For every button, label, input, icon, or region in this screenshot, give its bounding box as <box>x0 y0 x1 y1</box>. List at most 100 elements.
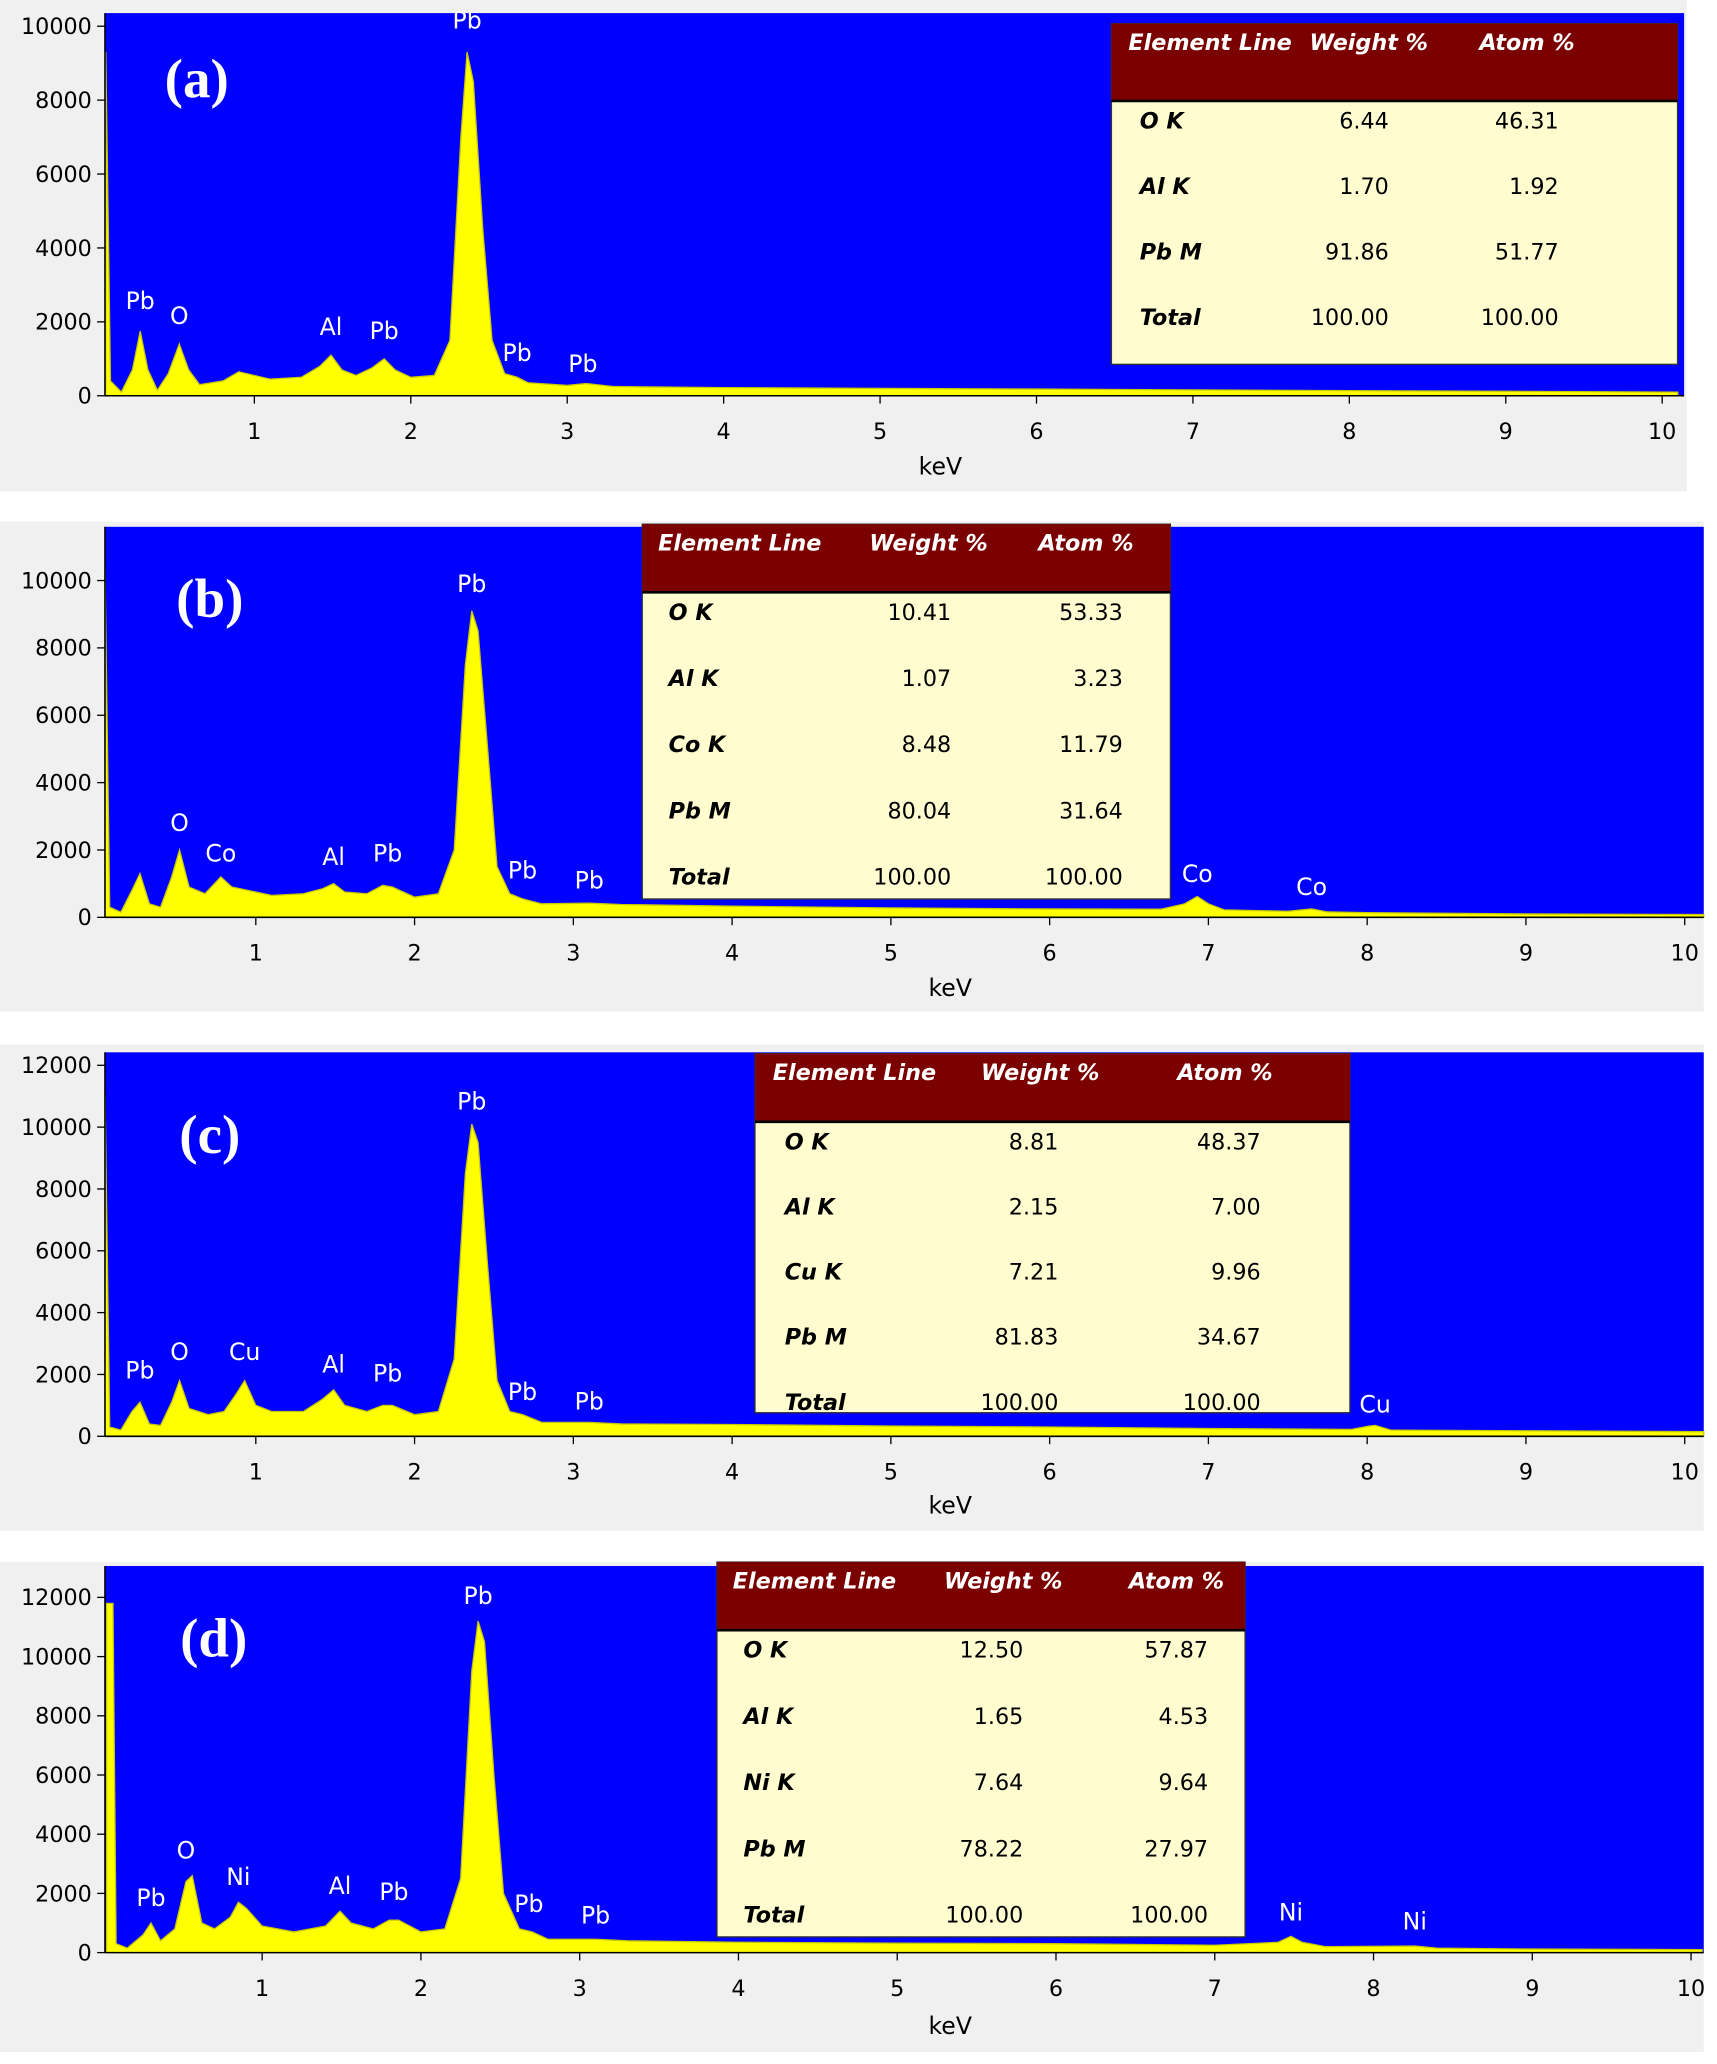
peak-label: Al <box>322 1350 345 1378</box>
y-tick-label: 0 <box>78 1940 92 1966</box>
table-cell: 1.07 <box>902 666 952 692</box>
x-tick-label: 10 <box>1671 1460 1699 1486</box>
y-tick-label: 4000 <box>35 236 92 262</box>
table-row-label: Pb M <box>785 1325 847 1351</box>
x-tick-label: 3 <box>566 941 580 967</box>
table-row-label: Total <box>669 865 730 891</box>
x-tick-label: 7 <box>1186 419 1200 445</box>
table-cell: 2.15 <box>1009 1194 1059 1220</box>
x-tick-label: 1 <box>249 1460 263 1486</box>
table-row-label: Pb M <box>743 1836 805 1862</box>
y-tick-label: 2000 <box>35 310 92 336</box>
table-header-cell: Element Line <box>773 1060 936 1086</box>
y-tick-label: 0 <box>78 905 92 931</box>
table-cell: 7.00 <box>1211 1194 1261 1220</box>
table-row-label: Co K <box>669 732 727 758</box>
y-tick-label: 6000 <box>35 1763 92 1789</box>
y-tick-label: 8000 <box>35 636 92 662</box>
y-tick-label: 6000 <box>35 1239 92 1265</box>
peak-label: Co <box>205 840 236 868</box>
panel-tag: (c) <box>179 1104 240 1165</box>
peak-label: Pb <box>568 350 597 378</box>
peak-label: Pb <box>457 570 486 598</box>
peak-label: Pb <box>370 317 399 345</box>
table-row-label: O K <box>669 600 715 626</box>
x-tick-label: 10 <box>1677 1976 1705 2002</box>
x-tick-label: 6 <box>1029 419 1043 445</box>
x-tick-label: 7 <box>1201 941 1215 967</box>
table-cell: 31.64 <box>1059 798 1123 824</box>
x-tick-label: 9 <box>1519 1460 1533 1486</box>
table-row-label: O K <box>1140 108 1186 134</box>
peak-label: Ni <box>1403 1908 1427 1936</box>
table-cell: 100.00 <box>945 1902 1023 1928</box>
table-header-cell: Element Line <box>1128 30 1291 56</box>
peak-label: Al <box>329 1872 352 1900</box>
table-row-label: Pb M <box>669 798 731 824</box>
y-tick-label: 8000 <box>35 88 92 114</box>
peak-label: Al <box>320 313 343 341</box>
table-cell: 100.00 <box>1481 305 1559 331</box>
table-header <box>642 524 1171 593</box>
table-cell: 1.65 <box>974 1704 1024 1730</box>
x-axis-label: keV <box>929 1492 972 1520</box>
peak-label: Pb <box>508 856 537 884</box>
spectrum-area <box>104 567 1705 918</box>
y-tick-label: 12000 <box>21 1053 92 1079</box>
spectrum-area <box>105 51 1679 397</box>
y-tick-label: 10000 <box>21 14 92 40</box>
y-tick-label: 2000 <box>35 1362 92 1388</box>
y-tick-label: 6000 <box>35 703 92 729</box>
table-cell: 9.64 <box>1159 1770 1209 1796</box>
table-cell: 80.04 <box>887 798 951 824</box>
table-cell: 53.33 <box>1059 600 1123 626</box>
y-tick-label: 10000 <box>21 568 92 594</box>
table-cell: 81.83 <box>995 1325 1059 1351</box>
peak-label: Pb <box>457 1088 486 1116</box>
table-cell: 3.23 <box>1073 666 1123 692</box>
table-row-label: Total <box>1140 305 1201 331</box>
table-header <box>1111 23 1678 101</box>
table-row-label: O K <box>743 1638 789 1664</box>
peak-label: Pb <box>575 867 604 895</box>
x-tick-label: 5 <box>884 1460 898 1486</box>
peak-label: Ni <box>1279 1899 1303 1927</box>
table-cell: 100.00 <box>1130 1902 1208 1928</box>
x-tick-label: 4 <box>725 1460 739 1486</box>
x-tick-label: 4 <box>731 1976 745 2002</box>
x-tick-label: 5 <box>884 941 898 967</box>
x-tick-label: 7 <box>1208 1976 1222 2002</box>
y-tick-label: 6000 <box>35 162 92 188</box>
peak-label: Cu <box>1359 1390 1390 1418</box>
peak-label: Co <box>1182 860 1213 888</box>
table-header-cell: Atom % <box>1477 30 1574 56</box>
panel-tag: (d) <box>180 1607 247 1668</box>
table-cell: 91.86 <box>1325 239 1389 265</box>
y-tick-label: 2000 <box>35 1881 92 1907</box>
y-tick-label: 8000 <box>35 1177 92 1203</box>
table-header-cell: Atom % <box>1127 1568 1224 1594</box>
y-tick-label: 12000 <box>21 1585 92 1611</box>
peak-label: Pb <box>373 840 402 868</box>
peak-label: Pb <box>463 1582 492 1610</box>
table-row-label: Total <box>743 1902 804 1928</box>
table-cell: 10.41 <box>887 600 951 626</box>
peak-label: O <box>170 1338 189 1366</box>
x-tick-label: 2 <box>414 1976 428 2002</box>
x-tick-label: 2 <box>404 419 418 445</box>
x-tick-label: 3 <box>560 419 574 445</box>
x-axis-label: keV <box>929 2012 972 2040</box>
peak-label: O <box>177 1837 196 1865</box>
x-tick-label: 4 <box>725 941 739 967</box>
x-tick-label: 3 <box>573 1976 587 2002</box>
x-tick-label: 8 <box>1360 941 1374 967</box>
table-cell: 27.97 <box>1144 1836 1208 1862</box>
peak-label: Pb <box>514 1890 543 1918</box>
x-tick-label: 10 <box>1671 941 1699 967</box>
table-cell: 7.21 <box>1009 1260 1059 1286</box>
table-cell: 9.96 <box>1211 1260 1261 1286</box>
y-tick-label: 10000 <box>21 1115 92 1141</box>
table-header-cell: Element Line <box>733 1568 896 1594</box>
x-tick-label: 1 <box>247 419 261 445</box>
